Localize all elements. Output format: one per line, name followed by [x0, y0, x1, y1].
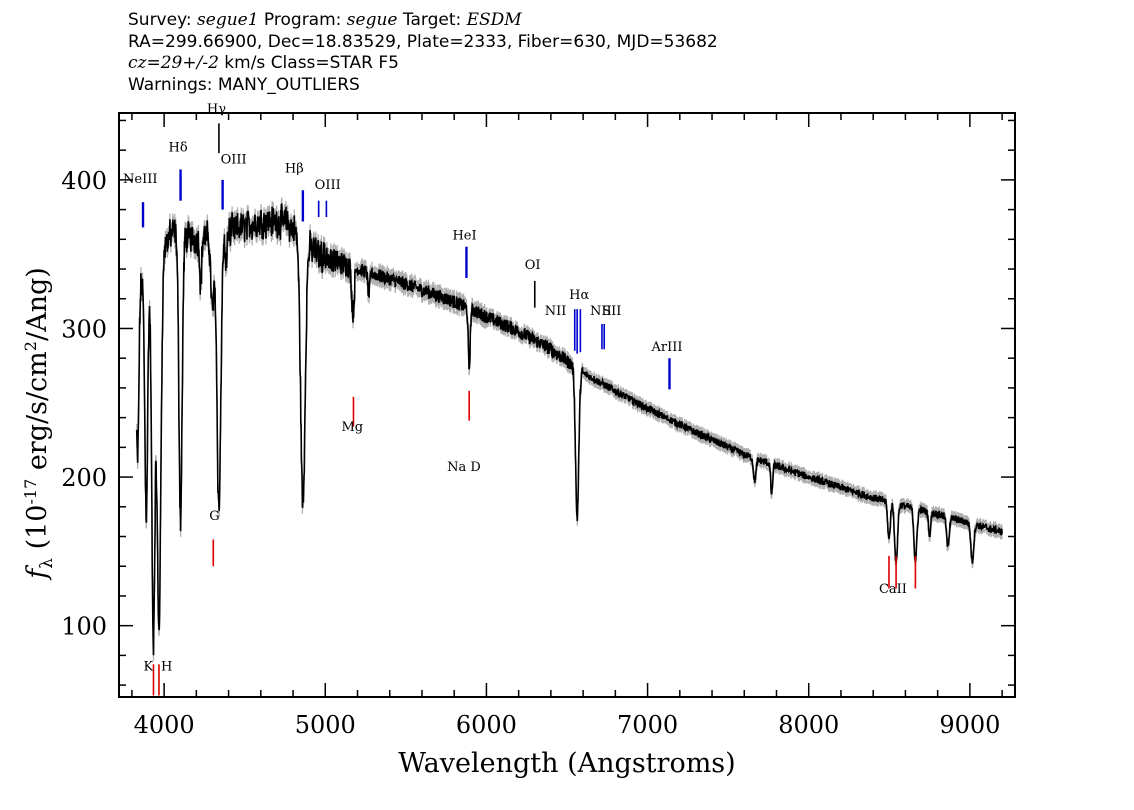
x-tick-label: 5000 — [295, 711, 356, 739]
emission-line-label: ArIII — [650, 340, 682, 355]
x-tick-label: 4000 — [134, 711, 195, 739]
emission-line-label: SII — [602, 304, 621, 319]
y-tick-label: 100 — [61, 613, 107, 641]
absorption-line-label: H — [161, 659, 172, 674]
error-band — [136, 197, 1003, 662]
absorption-line-label: CaII — [879, 582, 907, 597]
absorption-line-label: G — [209, 509, 219, 524]
line-markers: NeIIIHδHγOIIIHβOIIIHeIOINIIHαNIISIIArIII… — [123, 102, 917, 696]
spectrum-series — [135, 203, 1003, 656]
y-tick-label: 400 — [61, 167, 107, 195]
header-line-4: Warnings: MANY_OUTLIERS — [128, 74, 360, 95]
emission-line-label: Hβ — [285, 161, 304, 176]
error-upper — [136, 197, 1003, 650]
emission-line-label: Hγ — [207, 102, 226, 117]
plot-header: Survey: segue1 Program: segue Target: ES… — [128, 10, 1088, 96]
absorption-line-label: Na D — [447, 460, 481, 475]
axis-ticks — [119, 113, 1015, 697]
header-line-1: Survey: segue1 Program: segue Target: ES… — [128, 10, 522, 30]
emission-line-label: Hδ — [169, 141, 188, 156]
error-lower — [136, 209, 1003, 662]
header-line-2: RA=299.66900, Dec=18.83529, Plate=2333, … — [128, 31, 718, 52]
header-line-3: cz=29+/-2 km/s Class=STAR F5 — [128, 53, 399, 73]
cz-value: cz=29+/-2 — [128, 53, 219, 73]
emission-line-label: NII — [545, 304, 567, 319]
spectrum-line — [135, 203, 1003, 656]
program-value: segue — [346, 10, 398, 30]
absorption-line-label: Mg — [341, 420, 363, 435]
y-tick-label: 300 — [61, 315, 107, 343]
tick-labels: 4000 5000 6000 7000 8000 9000 100 200 300 400 — [61, 167, 1000, 739]
emission-line-label: OIII — [221, 153, 247, 168]
x-axis-label: Wavelength (Angstroms) — [398, 748, 735, 779]
emission-line-label: OI — [525, 258, 541, 273]
emission-line-label: NeIII — [123, 172, 157, 187]
emission-line-label: NII — [590, 304, 612, 319]
x-tick-label: 9000 — [939, 711, 1000, 739]
x-tick-label: 6000 — [456, 711, 517, 739]
emission-line-label: Hα — [569, 288, 589, 303]
x-tick-label: 8000 — [778, 711, 839, 739]
emission-line-label: OIII — [315, 178, 341, 193]
y-tick-label: 200 — [61, 464, 107, 492]
emission-line-label: HeI — [452, 228, 476, 243]
y-axis-label: fλ (10-17 erg/s/cm2/Ang) — [21, 267, 57, 581]
target-value: ESDM — [466, 10, 522, 30]
plot-frame — [118, 112, 1016, 698]
absorption-line-label: K — [143, 659, 153, 674]
x-tick-label: 7000 — [617, 711, 678, 739]
survey-value: segue1 — [197, 10, 259, 30]
